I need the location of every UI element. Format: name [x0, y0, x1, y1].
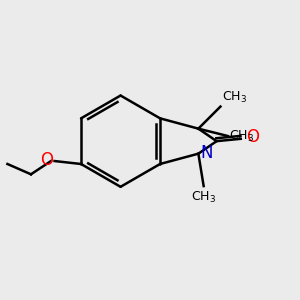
Text: CH$_3$: CH$_3$	[191, 190, 216, 205]
Text: O: O	[246, 128, 259, 146]
Text: CH$_3$: CH$_3$	[222, 90, 247, 105]
Text: O: O	[40, 152, 53, 169]
Text: CH$_3$: CH$_3$	[229, 128, 254, 144]
Text: N: N	[200, 144, 213, 162]
